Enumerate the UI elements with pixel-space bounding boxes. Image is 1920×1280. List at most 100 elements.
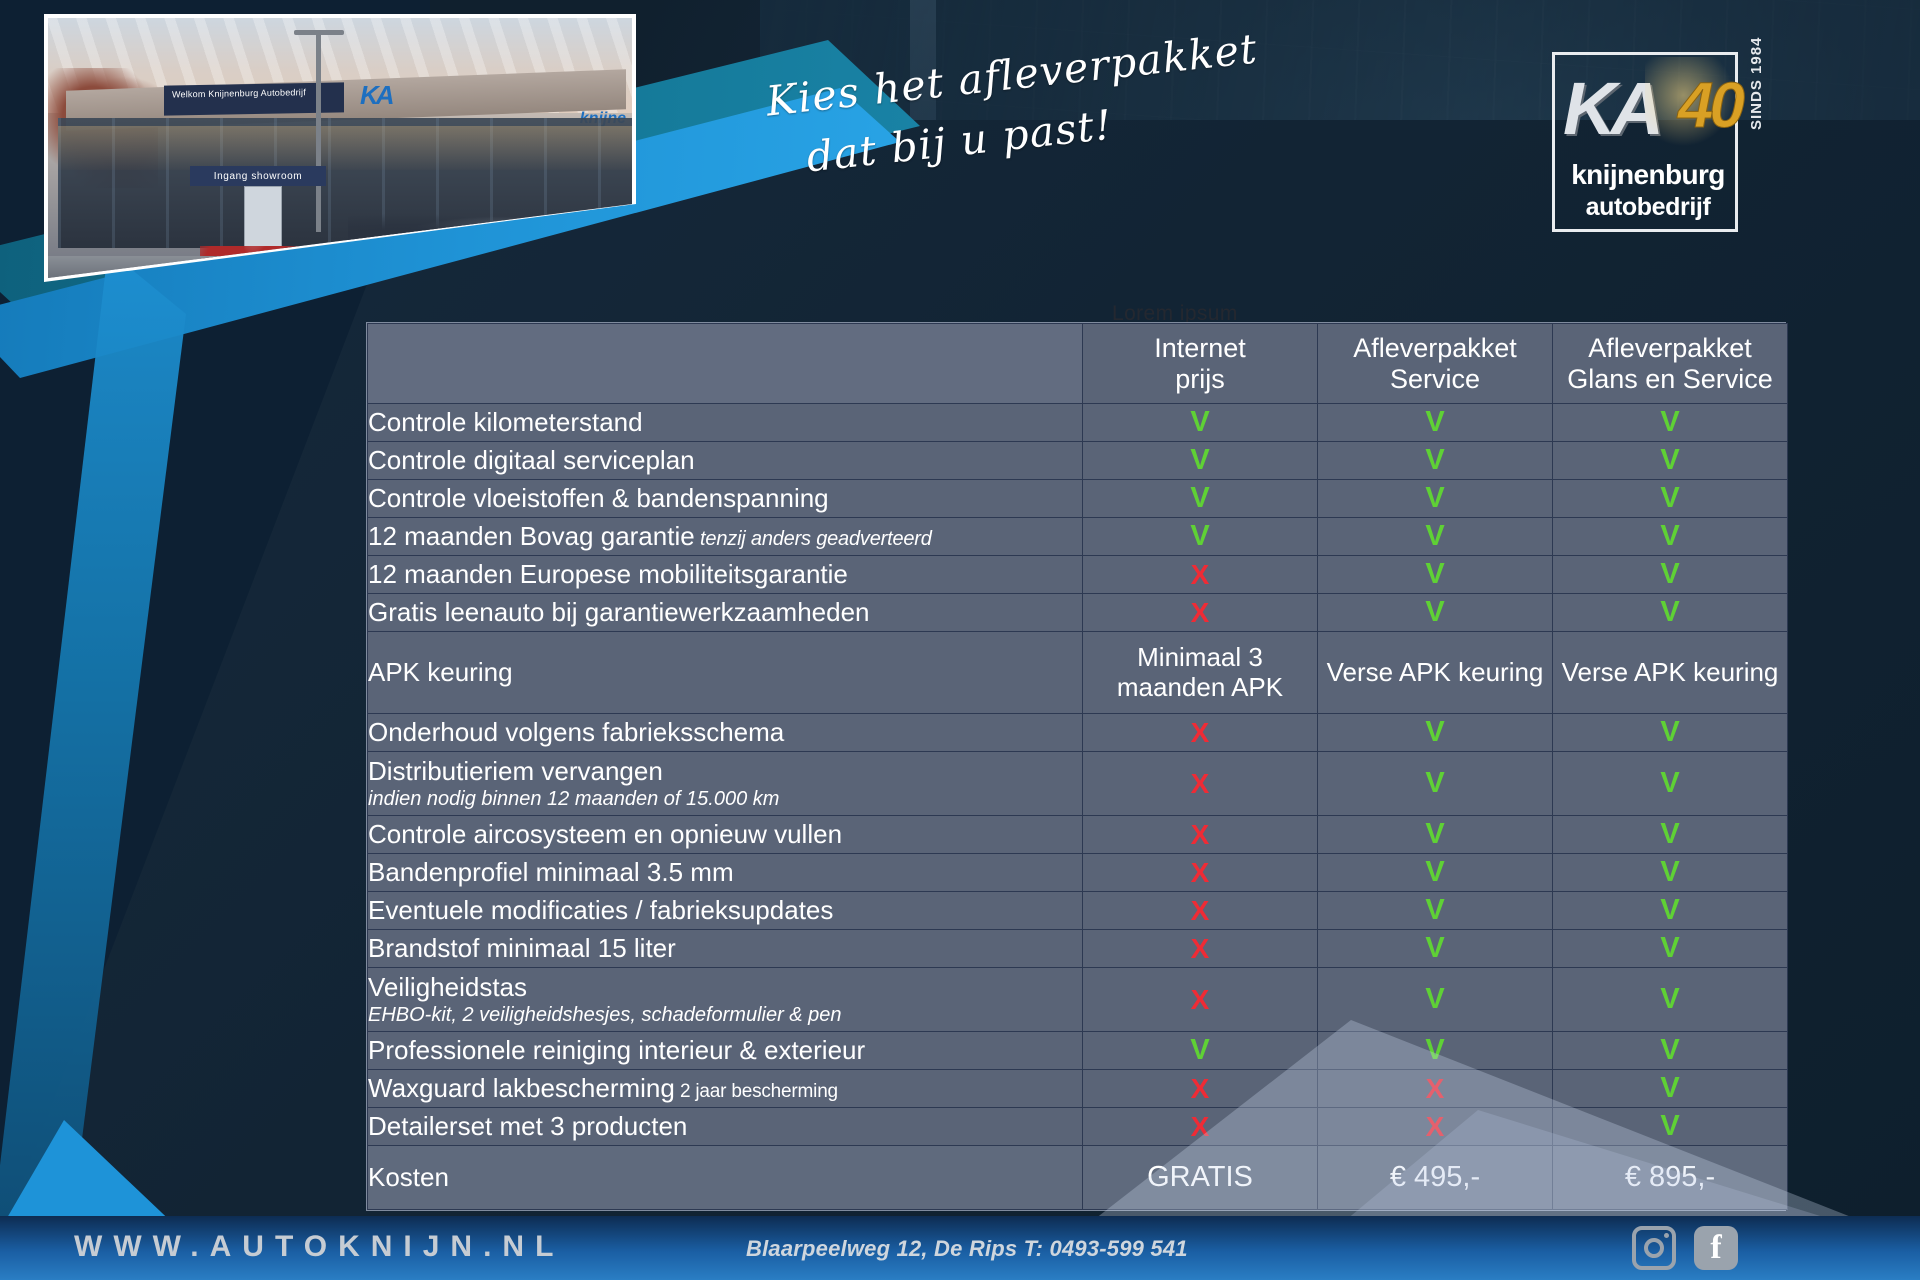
value-cell: X: [1082, 853, 1318, 892]
check-icon: V: [1660, 856, 1680, 888]
column-header-line-2: Service: [1389, 363, 1481, 394]
check-icon: V: [1425, 716, 1445, 748]
value-cell: V: [1552, 1069, 1788, 1108]
value-cell: V: [1082, 441, 1318, 480]
value-cell: V: [1082, 403, 1318, 442]
feature-label: 12 maanden Europese mobiliteitsgarantie: [367, 555, 1083, 594]
table-row: Controle aircosysteem en opnieuw vullen X…: [367, 815, 1788, 854]
check-icon: V: [1425, 444, 1445, 476]
feature-name: APK keuring: [368, 656, 513, 687]
value-text: Minimaal 3 maanden APK: [1116, 641, 1284, 702]
feature-name: 12 maanden Bovag garantie: [368, 520, 695, 551]
value-text: Verse APK keuring: [1326, 656, 1544, 687]
photo-lamp-pole: [316, 32, 321, 232]
check-icon: V: [1425, 558, 1445, 590]
check-icon: V: [1425, 983, 1445, 1015]
table-row: Gratis leenauto bij garantiewerkzaamhede…: [367, 593, 1788, 632]
column-header-line-1: Afleverpakket: [1588, 333, 1752, 364]
feature-note: EHBO-kit, 2 veiligheidshesjes, schadefor…: [368, 1003, 842, 1026]
value-cell: V: [1082, 479, 1318, 518]
price-value: € 495,-: [1389, 1161, 1481, 1193]
feature-name: Waxguard lakbescherming: [368, 1072, 675, 1103]
column-header-2: Afleverpakket Service: [1317, 323, 1553, 404]
check-icon: V: [1425, 767, 1445, 799]
feature-label: Controle vloeistoffen & bandenspanning: [367, 479, 1083, 518]
feature-label: Controle kilometerstand: [367, 403, 1083, 442]
feature-label: Controle digitaal serviceplan: [367, 441, 1083, 480]
price-cell: GRATIS: [1082, 1145, 1318, 1210]
feature-label: Waxguard lakbescherming 2 jaar beschermi…: [367, 1069, 1083, 1108]
check-icon: V: [1425, 406, 1445, 438]
feature-name: Veiligheidstas: [368, 971, 527, 1002]
table-row: APK keuring Minimaal 3 maanden APK Verse A…: [367, 631, 1788, 714]
table-row: Controle digitaal serviceplan V V V: [367, 441, 1788, 480]
table-row: 12 maanden Bovag garantie tenzij anders …: [367, 517, 1788, 556]
check-icon: V: [1425, 482, 1445, 514]
feature-note: indien nodig binnen 12 maanden of 15.000…: [368, 787, 780, 810]
check-icon: V: [1425, 1034, 1445, 1066]
feature-label: 12 maanden Bovag garantie tenzij anders …: [367, 517, 1083, 556]
column-header-line-1: Internet: [1154, 333, 1246, 364]
feature-name: Brandstof minimaal 15 liter: [368, 932, 676, 963]
table-row: Controle kilometerstand V V V: [367, 403, 1788, 442]
value-cell: V: [1552, 479, 1788, 518]
value-cell: V: [1552, 1031, 1788, 1070]
feature-label: Detailerset met 3 producten: [367, 1107, 1083, 1146]
table-row: 12 maanden Europese mobiliteitsgarantie X…: [367, 555, 1788, 594]
value-cell: X: [1082, 593, 1318, 632]
check-icon: V: [1425, 818, 1445, 850]
check-icon: V: [1660, 894, 1680, 926]
value-cell: V: [1317, 815, 1553, 854]
check-icon: V: [1660, 932, 1680, 964]
cross-icon: X: [1425, 1110, 1445, 1142]
facebook-icon[interactable]: f: [1694, 1226, 1738, 1270]
instagram-lens: [1644, 1233, 1669, 1258]
cross-icon: X: [1190, 767, 1210, 799]
feature-label: Onderhoud volgens fabrieksschema: [367, 713, 1083, 752]
value-cell: V: [1552, 929, 1788, 968]
feature-name: Distributieriem vervangen: [368, 755, 663, 786]
value-cell: V: [1552, 555, 1788, 594]
column-header-3: Afleverpakket Glans en Service: [1552, 323, 1788, 404]
column-header-line-1: Afleverpakket: [1353, 333, 1517, 364]
price-cell: € 495,-: [1317, 1145, 1553, 1210]
value-cell: X: [1082, 751, 1318, 816]
logo-company-name: knijnenburg: [1571, 159, 1725, 190]
value-cell: X: [1082, 1107, 1318, 1146]
cross-icon: X: [1425, 1072, 1445, 1104]
check-icon: V: [1425, 856, 1445, 888]
logo-company-subtitle: autobedrijf: [1585, 193, 1711, 221]
logo-40-years-badge: 40: [1645, 57, 1746, 153]
check-icon: V: [1660, 482, 1680, 514]
check-icon: V: [1660, 596, 1680, 628]
feature-name: Controle digitaal serviceplan: [368, 444, 695, 475]
value-cell: V: [1317, 891, 1553, 930]
company-logo: KA 40 knijnenburg autobedrijf: [1552, 52, 1746, 232]
photo-entrance-sign: Ingang showroom: [190, 166, 326, 186]
feature-label: Brandstof minimaal 15 liter: [367, 929, 1083, 968]
check-icon: V: [1190, 482, 1210, 514]
feature-name: Controle kilometerstand: [368, 406, 643, 437]
table-header-row: Internet prijs Afleverpakket Service Aflever…: [367, 323, 1788, 404]
table-row: Onderhoud volgens fabrieksschema X V V: [367, 713, 1788, 752]
table-row: Eventuele modificaties / fabrieksupdates…: [367, 891, 1788, 930]
feature-name: Onderhoud volgens fabrieksschema: [368, 716, 785, 747]
logo-since-label: SINDS 1984: [1748, 36, 1765, 130]
dealership-photo: Welkom Knijnenburg Autobedrijf KA knijne…: [44, 14, 636, 282]
value-cell: V: [1552, 593, 1788, 632]
cross-icon: X: [1190, 716, 1210, 748]
feature-name: Eventuele modificaties / fabrieksupdates: [368, 894, 834, 925]
footer-website-url[interactable]: WWW.AUTOKNIJN.NL: [74, 1230, 565, 1263]
value-cell: V: [1317, 403, 1553, 442]
value-cell: X: [1082, 815, 1318, 854]
column-header-line-2: Glans en Service: [1567, 363, 1773, 394]
check-icon: V: [1425, 894, 1445, 926]
value-cell: X: [1082, 929, 1318, 968]
value-cell: V: [1552, 751, 1788, 816]
table-row: Brandstof minimaal 15 liter X V V: [367, 929, 1788, 968]
value-cell: V: [1317, 929, 1553, 968]
feature-note: 2 jaar bescherming: [674, 1080, 838, 1102]
cross-icon: X: [1190, 856, 1210, 888]
instagram-icon[interactable]: [1632, 1226, 1676, 1270]
cross-icon: X: [1190, 818, 1210, 850]
